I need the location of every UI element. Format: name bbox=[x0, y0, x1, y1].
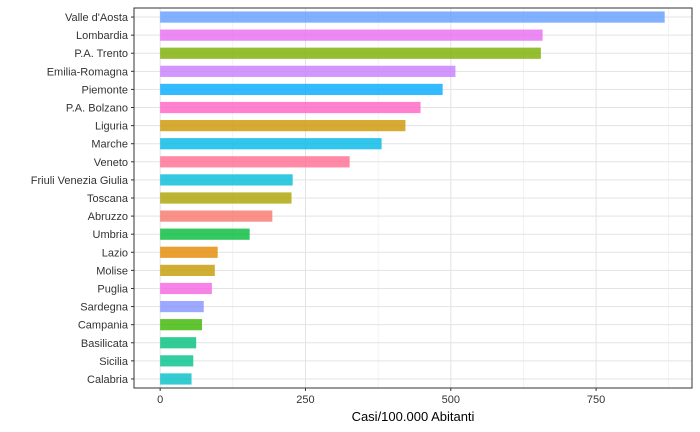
y-tick-label: Umbria bbox=[93, 229, 129, 241]
bar bbox=[160, 47, 541, 59]
y-tick-label: Calabria bbox=[87, 374, 129, 386]
y-tick-label: P.A. Trento bbox=[74, 48, 128, 60]
y-axis: Valle d'Aosta Lombardia P.A. Trento Emilia-… bbox=[31, 12, 134, 386]
y-tick-label: Emilia-Romagna bbox=[47, 66, 129, 78]
bar bbox=[160, 264, 215, 276]
bar bbox=[160, 337, 197, 349]
bar bbox=[160, 83, 443, 96]
y-tick-label: Liguria bbox=[95, 121, 129, 133]
y-tick-label: Abruzzo bbox=[88, 211, 128, 223]
bar bbox=[160, 228, 250, 240]
y-tick-label: Lombardia bbox=[76, 30, 129, 42]
y-tick-label: Friuli Venezia Giulia bbox=[31, 175, 129, 187]
y-tick-label: Toscana bbox=[87, 193, 129, 205]
bar bbox=[160, 11, 665, 23]
bar bbox=[160, 300, 204, 313]
bars bbox=[160, 11, 665, 385]
x-tick-label: 250 bbox=[296, 394, 314, 406]
y-tick-label: Puglia bbox=[97, 283, 128, 295]
bar bbox=[160, 65, 456, 77]
y-tick-label: Molise bbox=[96, 265, 128, 277]
y-tick-label: Piemonte bbox=[82, 84, 128, 96]
y-tick-label: Marche bbox=[91, 139, 128, 151]
x-tick-label: 500 bbox=[442, 394, 460, 406]
y-tick-label: Sicilia bbox=[99, 356, 129, 368]
y-tick-label: Veneto bbox=[94, 157, 128, 169]
y-tick-label: Sardegna bbox=[80, 302, 129, 314]
x-axis: 0 250 500 750 bbox=[157, 388, 605, 406]
bar bbox=[160, 138, 382, 150]
y-tick-label: Valle d'Aosta bbox=[65, 12, 129, 24]
y-tick-label: P.A. Bolzano bbox=[66, 103, 128, 115]
bar bbox=[160, 210, 273, 222]
x-tick-label: 750 bbox=[587, 394, 605, 406]
x-axis-title: Casi/100.000 Abitanti bbox=[352, 409, 475, 424]
bar bbox=[160, 29, 543, 41]
bar bbox=[160, 156, 350, 168]
bar bbox=[160, 192, 292, 204]
bar bbox=[160, 373, 192, 385]
y-tick-label: Basilicata bbox=[81, 338, 129, 350]
bar bbox=[160, 282, 212, 295]
x-tick-label: 0 bbox=[157, 394, 163, 406]
y-tick-label: Campania bbox=[78, 320, 129, 332]
bar bbox=[160, 355, 194, 367]
bar bbox=[160, 246, 218, 258]
bar bbox=[160, 319, 203, 331]
bar bbox=[160, 120, 406, 132]
bar bbox=[160, 174, 293, 186]
y-tick-label: Lazio bbox=[102, 247, 128, 259]
bar bbox=[160, 101, 421, 114]
